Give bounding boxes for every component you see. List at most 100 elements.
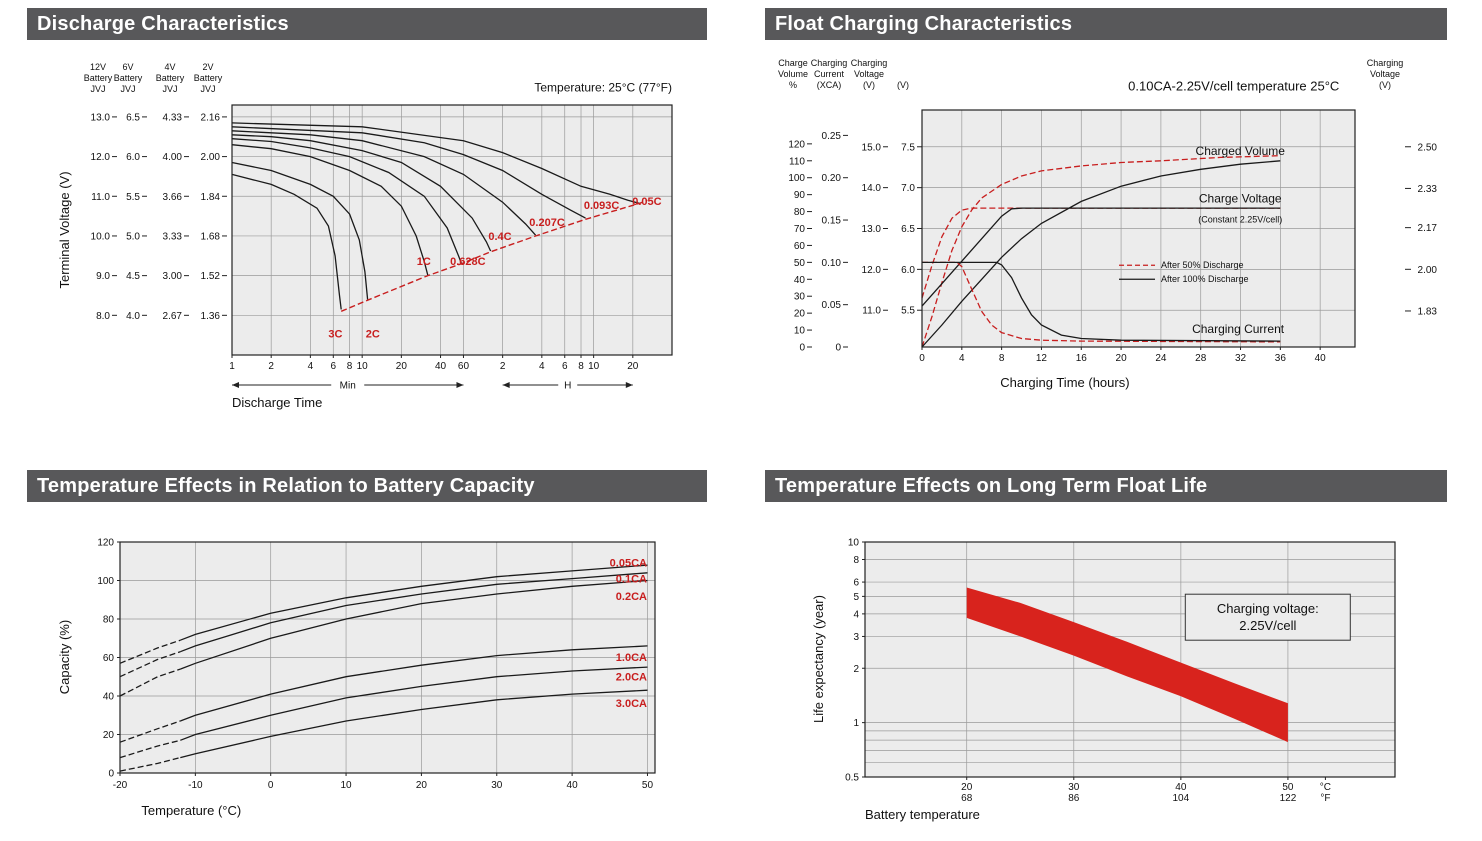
axis-column-header: Charging [851,58,888,68]
y-tick-label: 4.0 [126,311,140,322]
y-tick-label: 9.0 [96,271,110,282]
y-tick-label: 40 [103,692,115,703]
series-0.2CA [119,668,181,697]
y-axis-title: Life expectancy (year) [811,595,826,723]
axis-column-header: Battery [114,73,143,83]
label-rate-30ca: 3.0CA [616,698,647,710]
series-charge-voltage-after-100 [921,207,1281,307]
y-tick-label: 60 [794,241,806,252]
axis-column-header: Current [814,69,845,79]
series [231,122,648,312]
y-tick-label: 6.0 [901,265,915,276]
x-tick-label: 12 [1036,353,1048,364]
series-0.05CA [119,639,181,664]
y-tick-label: 15.0 [862,142,882,153]
y-tick-label: 10 [848,538,860,549]
series-0.628C [231,138,463,264]
series-charged-volume-after-50 [921,155,1281,348]
x-axis-title: Discharge Time [232,395,322,410]
y-tick-label: 3.33 [163,231,183,242]
x-tick-label: 0 [919,353,925,364]
series-2.0CA [180,666,648,741]
x-tick-label: 50 [1282,782,1294,793]
y-tick-label: 7.5 [901,142,915,153]
x-tick-label: 28 [1195,353,1207,364]
discharge-characteristics-panel: Discharge Characteristics 1 2 4 6 8 10 20 40 60 2… [27,8,707,455]
annotation: (Constant 2.25V/cell) [1198,215,1282,225]
float-life-panel: Temperature Effects on Long Term Float L… [765,470,1447,838]
series-2.0CA [119,739,181,759]
series-3.0CA [119,756,181,772]
label-rate-005c: 0.05C [632,196,661,208]
axis-column-header: 6V [122,62,133,72]
x-tick-label: °C [1320,782,1331,793]
y-tick-label: 30 [794,292,806,303]
axis-column-header: 2V [202,62,213,72]
annotation: 0.093C [584,200,620,212]
plot-border [231,104,673,356]
y-tick-label: 120 [788,139,805,150]
x-tick-label: 0 [268,780,274,791]
x-tick-label: 20 [627,361,639,372]
x-tick-label: 16 [1076,353,1088,364]
section-title-discharge: Discharge Characteristics [27,8,707,40]
series-0.05CA [180,564,648,641]
y-tick-label: 4.5 [126,271,140,282]
series-3.0CA [180,689,648,759]
axis-column-header: Battery [194,73,223,83]
x-tick-label: 40 [435,361,447,372]
x-tick-label: 68 [961,793,973,804]
axis-column-header: (V) [1379,80,1391,90]
y-tick-label: 13.0 [862,224,882,235]
discharge-characteristics-chart: 1 2 4 6 8 10 20 40 60 2 4 6 8 10 2012VBatteryJVJ13.012… [27,40,707,455]
y-tick-label: 40 [794,275,806,286]
y-tick-label: 0.25 [822,131,842,142]
x-tick-label: 10 [588,361,600,372]
y-axis-title: Terminal Voltage (V) [57,171,72,288]
grid [232,105,672,355]
boxed-note-line: Charging voltage: [1217,601,1319,616]
annotation: 0.207C [529,217,565,229]
y-tick-label: 20 [103,730,115,741]
label-rate-02ca: 0.2CA [616,591,647,603]
series-0.1CA [180,572,648,653]
y-tick-label: 6.5 [901,224,915,235]
float-life-chart: 206830864010450122°C°F1086543210.5Chargi… [765,502,1447,838]
y-axis: 10 8 6 5 4 3 2 1 0.5 [845,538,865,784]
y-tick-label: 5.5 [126,192,140,203]
y-tick-label: 6.0 [126,152,140,163]
y-tick-label: 1 [853,718,859,729]
series-1.0CA [119,720,181,743]
y-tick-label: 10.0 [91,231,111,242]
y-tick-label: 13.0 [91,112,111,123]
x-unit-span: Min [232,381,464,392]
legend-label: After 50% Discharge [1161,260,1244,270]
series-charged-volume-after-100 [921,160,1281,348]
annotation: 0.4C [488,231,511,243]
section-title-float-life: Temperature Effects on Long Term Float L… [765,470,1447,502]
series-0.05C [231,122,640,205]
series-0.207C [231,130,537,236]
y-tick-label: 4.00 [163,152,183,163]
x-tick-label: 40 [1315,353,1327,364]
x-tick-label: 24 [1155,353,1167,364]
y-tick-label: 0.10 [822,258,842,269]
x-tick-label: 4 [959,353,965,364]
axis-column-header: JVJ [162,84,177,94]
y-tick-label: 80 [794,207,806,218]
x-tick-label: 30 [491,780,503,791]
x-tick-label: 32 [1235,353,1247,364]
x-axis-title: Battery temperature [865,807,980,822]
x-axis-title: Charging Time (hours) [1000,375,1129,390]
label-charging-voltage-note: Charging voltage: 2.25V/cell [1184,593,1351,641]
y-tick-label: 0.05 [822,300,842,311]
temperature-capacity-panel: Temperature Effects in Relation to Batte… [27,470,707,838]
x-tick-label: 8 [347,361,353,372]
y-tick-label: 7.0 [901,183,915,194]
annotation: 0.05CA [610,557,647,569]
